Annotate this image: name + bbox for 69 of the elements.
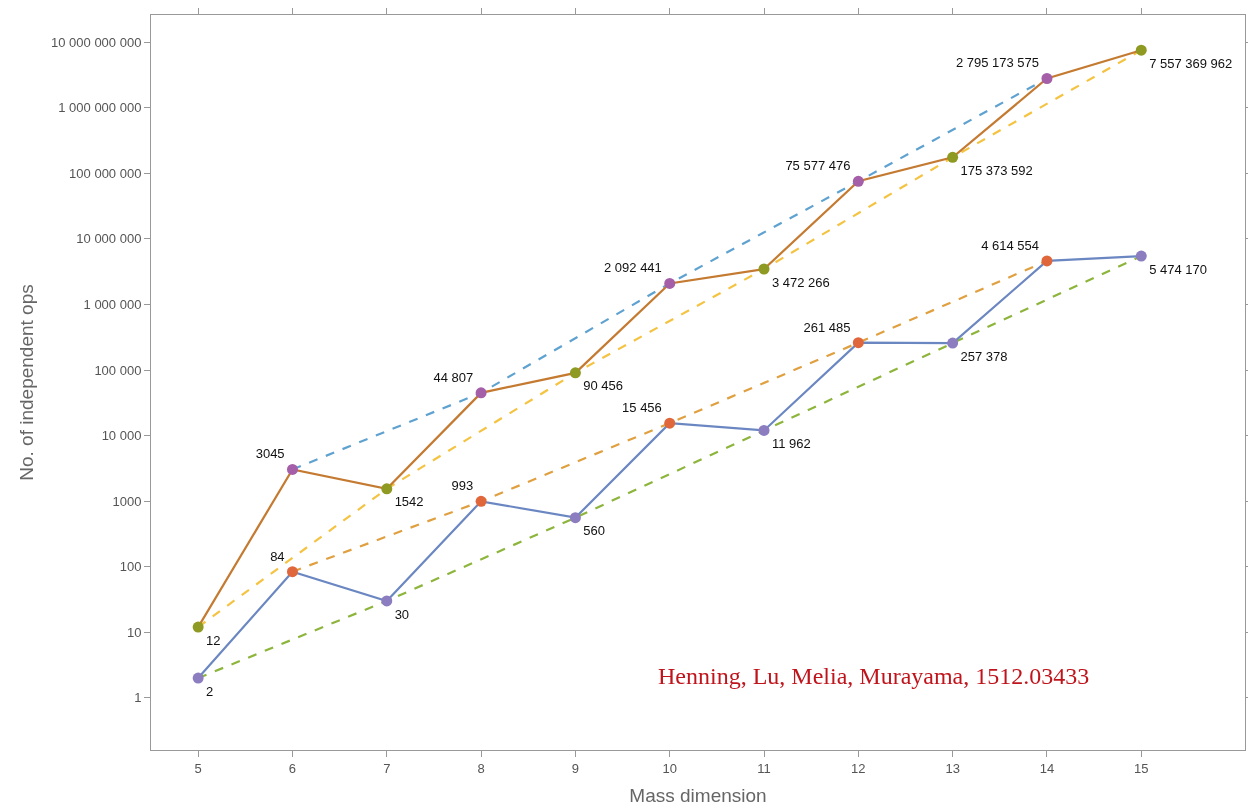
data-label: 2 092 441 — [603, 260, 662, 276]
x-tick-label: 10 — [662, 760, 677, 776]
data-label: 5 474 170 — [1149, 261, 1207, 277]
data-label: 90 456 — [583, 378, 624, 394]
y-tick-label: 1 000 000 000 — [58, 100, 142, 116]
x-tick-label: 13 — [945, 760, 960, 776]
data-label: 75 577 476 — [785, 158, 851, 174]
data-label: 30 — [394, 606, 410, 622]
data-label: 15 456 — [622, 400, 662, 416]
data-label: 7 557 369 962 — [1149, 55, 1233, 71]
x-tick-label: 9 — [571, 760, 580, 776]
x-axis-title: Mass dimension — [629, 785, 767, 807]
x-tick-label: 11 — [757, 760, 771, 776]
data-label: 3045 — [255, 446, 285, 462]
point — [381, 483, 393, 495]
data-label: 11 962 — [771, 436, 811, 452]
point — [569, 367, 581, 379]
data-label: 44 807 — [433, 369, 474, 385]
y-tick-label: 100 — [119, 559, 142, 575]
point — [758, 263, 770, 275]
x-tick-label: 5 — [194, 760, 202, 776]
y-tick-label: 10 000 — [101, 428, 142, 444]
y-tick-label: 10 000 000 — [76, 231, 142, 247]
point — [1041, 73, 1053, 84]
x-tick-label: 6 — [288, 760, 297, 776]
point — [1041, 255, 1053, 267]
y-tick-label: 1 000 000 — [83, 297, 142, 312]
data-label: 2 — [206, 683, 214, 699]
point — [664, 417, 676, 429]
y-tick-label: 1 — [134, 690, 142, 706]
data-label: 2 795 173 575 — [955, 55, 1040, 71]
y-tick-label: 1000 — [112, 493, 142, 509]
x-tick-label: 7 — [383, 760, 391, 776]
point — [475, 387, 487, 399]
point — [1135, 250, 1147, 262]
y-tick-label: 100 000 000 — [69, 165, 142, 181]
point — [1135, 44, 1147, 56]
data-label: 3 472 266 — [771, 274, 830, 290]
data-label: 84 — [270, 548, 285, 564]
y-axis-title: No. of independent ops — [15, 284, 37, 481]
x-tick-label: 12 — [851, 760, 866, 776]
point — [192, 672, 204, 684]
data-label: 4 614 554 — [981, 237, 1040, 253]
data-label: 560 — [583, 523, 605, 539]
y-tick-label: 10 000 000 000 — [51, 34, 142, 50]
point — [852, 175, 864, 187]
point — [758, 424, 770, 436]
point — [286, 463, 298, 475]
point — [664, 277, 676, 289]
y-tick-label: 10 — [126, 624, 142, 640]
data-label: 993 — [451, 478, 474, 494]
data-label: 175 373 592 — [960, 162, 1033, 178]
x-tick-label: 14 — [1039, 760, 1055, 776]
point — [381, 595, 393, 607]
point — [947, 337, 959, 349]
data-label: 1542 — [394, 494, 424, 510]
point — [569, 512, 581, 524]
point — [475, 495, 487, 507]
data-label: 257 378 — [960, 348, 1008, 364]
x-tick-label: 8 — [477, 760, 485, 776]
x-tick-label: 15 — [1134, 760, 1149, 776]
annotation: Henning, Lu, Melia, Murayama, 1512.03433 — [658, 663, 1090, 689]
point — [947, 151, 959, 163]
point — [192, 621, 204, 633]
point — [852, 337, 864, 349]
data-label: 12 — [206, 632, 221, 648]
y-tick-label: 100 000 — [94, 362, 142, 378]
data-label: 261 485 — [803, 319, 851, 335]
point — [286, 566, 298, 578]
